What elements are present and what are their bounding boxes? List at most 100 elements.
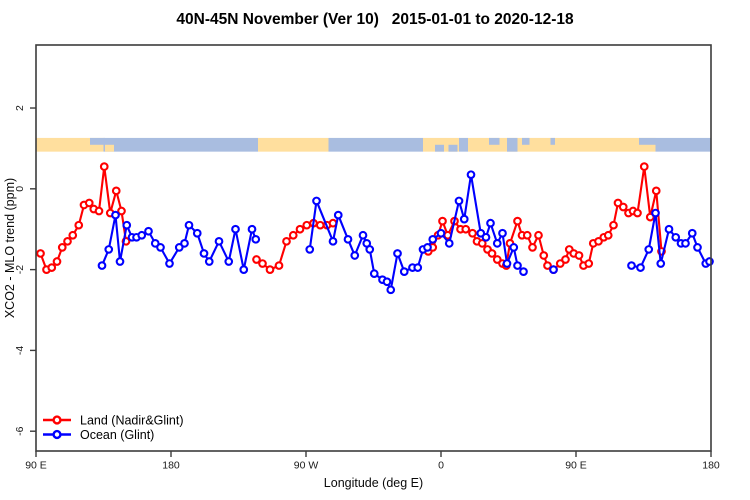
data-point-land xyxy=(534,230,543,240)
data-point-land xyxy=(52,257,62,266)
x-tick-label: 90 E xyxy=(25,460,47,472)
y-tick-label: -4 xyxy=(14,346,26,355)
data-point-land xyxy=(461,224,471,234)
data-point-ocean xyxy=(231,224,240,234)
data-point-ocean xyxy=(486,218,495,228)
data-point-land xyxy=(618,202,628,212)
data-point-ocean xyxy=(627,261,636,270)
data-point-land xyxy=(522,230,532,240)
map-strip-patch-ocean xyxy=(435,144,444,152)
data-point-land xyxy=(633,208,642,218)
data-point-ocean xyxy=(705,257,714,266)
data-point-ocean xyxy=(343,234,353,244)
series-ocean xyxy=(97,170,714,295)
data-point-ocean xyxy=(549,265,558,274)
y-tick-label: -2 xyxy=(14,265,26,274)
x-tick-label: 180 xyxy=(702,460,720,472)
x-tick-label: 180 xyxy=(162,460,180,472)
data-point-ocean xyxy=(687,228,697,238)
data-point-ocean xyxy=(492,239,502,248)
data-point-ocean xyxy=(644,245,654,254)
data-point-land xyxy=(258,259,267,268)
data-point-ocean xyxy=(428,234,438,244)
legend-label-land: Land (Nadir&Glint) xyxy=(80,414,184,428)
map-strip-patch-ocean xyxy=(522,137,530,145)
data-point-ocean xyxy=(481,232,491,242)
data-point-land xyxy=(117,206,126,216)
map-strip xyxy=(36,137,711,152)
data-point-ocean xyxy=(444,239,454,248)
data-point-land xyxy=(57,243,67,252)
data-point-land xyxy=(68,230,78,240)
data-point-ocean xyxy=(184,220,194,230)
data-point-land xyxy=(265,265,275,274)
data-point-land xyxy=(315,220,325,230)
data-point-ocean xyxy=(509,243,519,252)
plot-border xyxy=(35,44,712,452)
data-point-ocean xyxy=(636,263,645,272)
x-axis-title: Longitude (deg E) xyxy=(324,476,423,490)
data-point-ocean xyxy=(466,170,476,180)
map-strip-patch-ocean xyxy=(639,137,656,145)
data-point-ocean xyxy=(519,267,528,276)
data-point-land xyxy=(302,220,312,230)
data-point-land xyxy=(274,261,284,270)
data-point-ocean xyxy=(651,208,660,218)
data-point-ocean xyxy=(137,230,147,240)
map-strip-patch-ocean xyxy=(507,137,518,152)
data-point-ocean xyxy=(365,245,375,254)
data-point-ocean xyxy=(104,245,114,254)
data-series xyxy=(36,162,714,295)
data-point-land xyxy=(468,228,477,238)
data-point-land xyxy=(539,251,549,260)
data-point-land xyxy=(584,259,594,268)
y-tick-label: 2 xyxy=(14,105,26,111)
data-point-ocean xyxy=(247,224,257,234)
data-point-ocean xyxy=(122,220,132,230)
data-point-ocean xyxy=(97,261,107,270)
data-point-land xyxy=(295,224,305,234)
map-strip-patch-ocean xyxy=(90,137,105,145)
data-point-land xyxy=(561,255,570,264)
data-point-ocean xyxy=(350,251,360,260)
data-point-ocean xyxy=(165,259,174,268)
x-tick-label: 90 W xyxy=(294,460,319,472)
map-strip-segment-land xyxy=(258,137,329,152)
data-point-land xyxy=(609,220,618,230)
data-point-ocean xyxy=(436,228,446,238)
map-strip-segment-land xyxy=(36,137,104,152)
y-tick-label: -6 xyxy=(14,426,26,435)
data-point-ocean xyxy=(459,214,469,224)
series-line-ocean xyxy=(101,214,257,270)
data-point-ocean xyxy=(393,249,402,258)
data-point-ocean xyxy=(681,239,690,248)
data-point-land xyxy=(438,216,447,226)
data-point-land xyxy=(543,261,552,270)
y-tick-label: 0 xyxy=(14,186,26,192)
data-point-ocean xyxy=(399,267,409,276)
data-point-ocean xyxy=(513,261,522,270)
data-point-ocean xyxy=(251,234,261,244)
map-strip-patch-ocean xyxy=(489,137,500,145)
legend-label-ocean: Ocean (Glint) xyxy=(80,428,154,442)
map-strip-segment-ocean xyxy=(459,137,468,152)
map-strip-segment-ocean xyxy=(655,137,711,152)
map-strip-segment-ocean xyxy=(328,137,423,152)
data-point-ocean xyxy=(199,249,209,258)
data-point-land xyxy=(288,230,298,240)
data-point-ocean xyxy=(358,230,368,240)
chart-title: 40N-45N November (Ver 10) 2015-01-01 to … xyxy=(176,11,574,28)
data-point-land xyxy=(487,249,497,258)
legend-marker-land xyxy=(52,415,62,425)
data-point-ocean xyxy=(671,232,681,242)
data-point-land xyxy=(74,220,84,230)
data-point-ocean xyxy=(664,224,674,234)
map-strip-segment-ocean xyxy=(103,137,258,152)
data-point-land xyxy=(603,230,613,240)
data-point-land xyxy=(513,216,522,226)
series-line-ocean xyxy=(631,212,710,269)
data-point-land xyxy=(36,249,45,258)
data-point-ocean xyxy=(239,265,249,274)
